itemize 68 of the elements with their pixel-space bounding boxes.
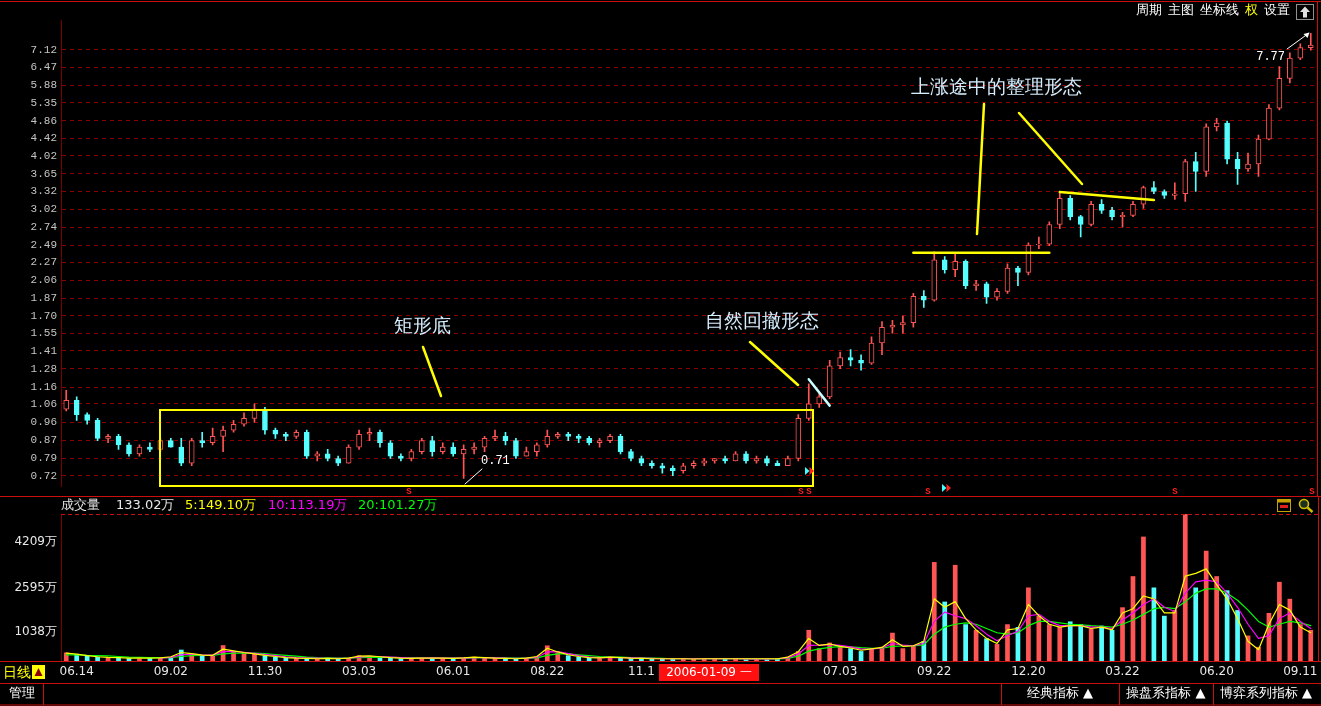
y-tick-label: 1.41 bbox=[30, 344, 58, 357]
text: 10:113.19万 bbox=[268, 497, 348, 513]
y-tick-label: 4.02 bbox=[30, 149, 57, 162]
x-tick-label: 08.22 bbox=[530, 664, 565, 679]
y-tick-label: 2.74 bbox=[30, 221, 58, 234]
y-tick-label: 1.16 bbox=[30, 380, 57, 393]
x-tick-label: 06.14 bbox=[59, 664, 94, 679]
y-tick-label: 2595万 bbox=[14, 579, 57, 594]
text: 主图 bbox=[1168, 2, 1194, 18]
x-tick-label: 09.02 bbox=[153, 664, 188, 679]
y-tick-label: 5.35 bbox=[30, 96, 57, 109]
y-tick-label: 6.47 bbox=[30, 61, 57, 74]
text: S bbox=[406, 486, 413, 497]
x-tick-label: 07.03 bbox=[822, 664, 858, 679]
y-tick-label: 3.02 bbox=[30, 203, 57, 216]
annotation: 0.71 bbox=[481, 454, 510, 469]
text: 权 bbox=[1243, 2, 1258, 18]
y-tick-label: 5.88 bbox=[30, 79, 57, 92]
text: 133.02万 bbox=[116, 497, 175, 513]
annotation: 上涨途中的整理形态 bbox=[910, 74, 1082, 97]
y-tick-label: 4.86 bbox=[30, 114, 57, 127]
text: S bbox=[925, 486, 932, 497]
y-tick-label: 1.06 bbox=[30, 397, 57, 410]
x-tick-label: 12.20 bbox=[1011, 664, 1046, 679]
x-tick-label: 06.01 bbox=[436, 664, 471, 679]
x-tick-label: 09.22 bbox=[917, 664, 952, 679]
y-tick-label: 1.55 bbox=[30, 327, 57, 340]
y-tick-label: 1038万 bbox=[14, 623, 57, 638]
x-tick-label: 09.11 bbox=[1283, 664, 1318, 679]
y-tick-label: 2.27 bbox=[30, 256, 57, 269]
y-tick-label: 4.42 bbox=[30, 132, 57, 145]
annotation: 自然回撤形态 bbox=[705, 308, 819, 331]
text: 5:149.10万 bbox=[185, 497, 257, 513]
text: 经典指标 ▲ bbox=[1026, 685, 1094, 701]
text: S bbox=[806, 486, 813, 497]
x-tick-label: 03.22 bbox=[1105, 664, 1140, 679]
text: 坐标线 bbox=[1199, 2, 1239, 18]
y-tick-label: 1.28 bbox=[30, 362, 57, 375]
annotation: 7.77 bbox=[1256, 49, 1285, 64]
text: S bbox=[1309, 486, 1316, 497]
text: 设置 bbox=[1264, 2, 1290, 18]
text: 操盘系指标 ▲ bbox=[1126, 685, 1206, 701]
text: 周期 bbox=[1136, 2, 1162, 18]
legend-title: 成交量 bbox=[61, 497, 100, 513]
y-tick-label: 2.06 bbox=[30, 274, 57, 287]
text: S bbox=[798, 486, 805, 497]
y-tick-label: 1.70 bbox=[30, 309, 57, 322]
y-tick-label: 3.32 bbox=[30, 185, 57, 198]
y-tick-label: 2.49 bbox=[30, 238, 57, 251]
x-tick-label: 03.03 bbox=[341, 664, 377, 679]
y-tick-label: 0.87 bbox=[30, 434, 57, 447]
x-tick-label: 11.30 bbox=[247, 664, 283, 679]
y-tick-label: 1.87 bbox=[30, 292, 57, 305]
text: 管理 bbox=[9, 685, 35, 701]
y-tick-label: 7.12 bbox=[30, 43, 57, 56]
text: 日线 bbox=[3, 663, 31, 680]
annotation: 矩形底 bbox=[393, 313, 451, 336]
y-tick-label: 0.79 bbox=[30, 452, 57, 465]
y-tick-label: 0.72 bbox=[30, 469, 57, 482]
text: S bbox=[1172, 486, 1179, 497]
x-tick-label: 11.1 bbox=[628, 664, 655, 679]
y-tick-label: 0.96 bbox=[30, 416, 57, 429]
text: 20:101.27万 bbox=[358, 497, 438, 513]
y-tick-label: 3.65 bbox=[30, 167, 57, 180]
text: 2006-01-09 一 bbox=[666, 664, 752, 679]
y-tick-label: 4209万 bbox=[14, 534, 57, 549]
x-tick-label: 06.20 bbox=[1199, 664, 1234, 679]
text: 博弈系列指标 ▲ bbox=[1219, 685, 1313, 701]
